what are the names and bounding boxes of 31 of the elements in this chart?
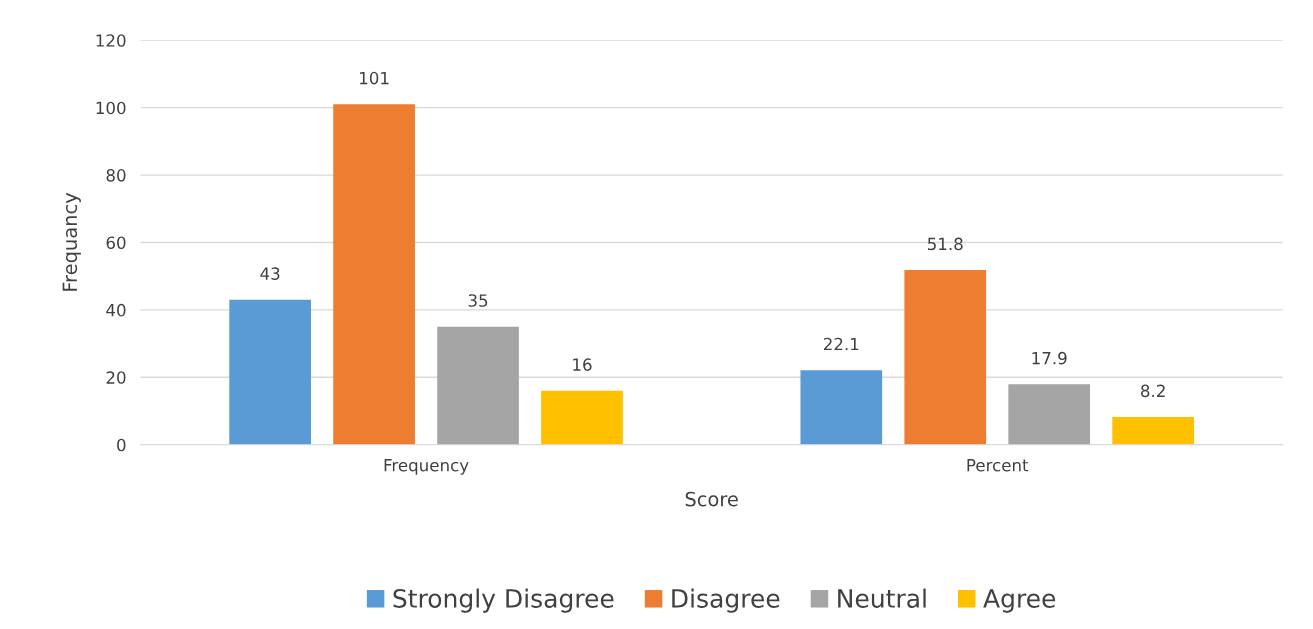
data-label: 35 bbox=[468, 294, 488, 307]
bar bbox=[229, 299, 311, 445]
legend-label: Strongly Disagree bbox=[393, 588, 614, 613]
data-label: 51.8 bbox=[927, 237, 963, 251]
y-axis-title: Frequancy bbox=[62, 192, 81, 291]
y-tick-label: 120 bbox=[96, 34, 126, 47]
legend-label: Disagree bbox=[672, 588, 780, 613]
y-tick-label: 60 bbox=[106, 236, 126, 250]
bar bbox=[800, 370, 883, 445]
y-tick-label: 20 bbox=[106, 371, 126, 384]
data-label: 43 bbox=[260, 267, 280, 280]
bar bbox=[437, 326, 519, 445]
data-label: 17.9 bbox=[1032, 351, 1067, 365]
data-label: 101 bbox=[360, 71, 389, 85]
y-tick-label: 80 bbox=[106, 169, 126, 182]
x-tick-label: Percent bbox=[967, 459, 1029, 472]
y-tick-label: 100 bbox=[96, 101, 126, 115]
data-label: 16 bbox=[573, 358, 592, 371]
data-label: 22.1 bbox=[823, 337, 859, 351]
x-tick-label: Frequency bbox=[384, 459, 469, 475]
bar bbox=[541, 390, 623, 445]
y-tick-label: 0 bbox=[117, 438, 126, 452]
bar bbox=[1112, 417, 1194, 445]
legend-label: Neutral bbox=[838, 588, 926, 608]
bar bbox=[904, 270, 987, 445]
legend-label: Agree bbox=[983, 589, 1056, 613]
data-label: 8.2 bbox=[1141, 384, 1165, 398]
x-axis-title: Score bbox=[685, 491, 738, 507]
bar bbox=[333, 104, 415, 445]
y-tick-label: 40 bbox=[106, 303, 126, 317]
bar bbox=[1008, 384, 1091, 445]
